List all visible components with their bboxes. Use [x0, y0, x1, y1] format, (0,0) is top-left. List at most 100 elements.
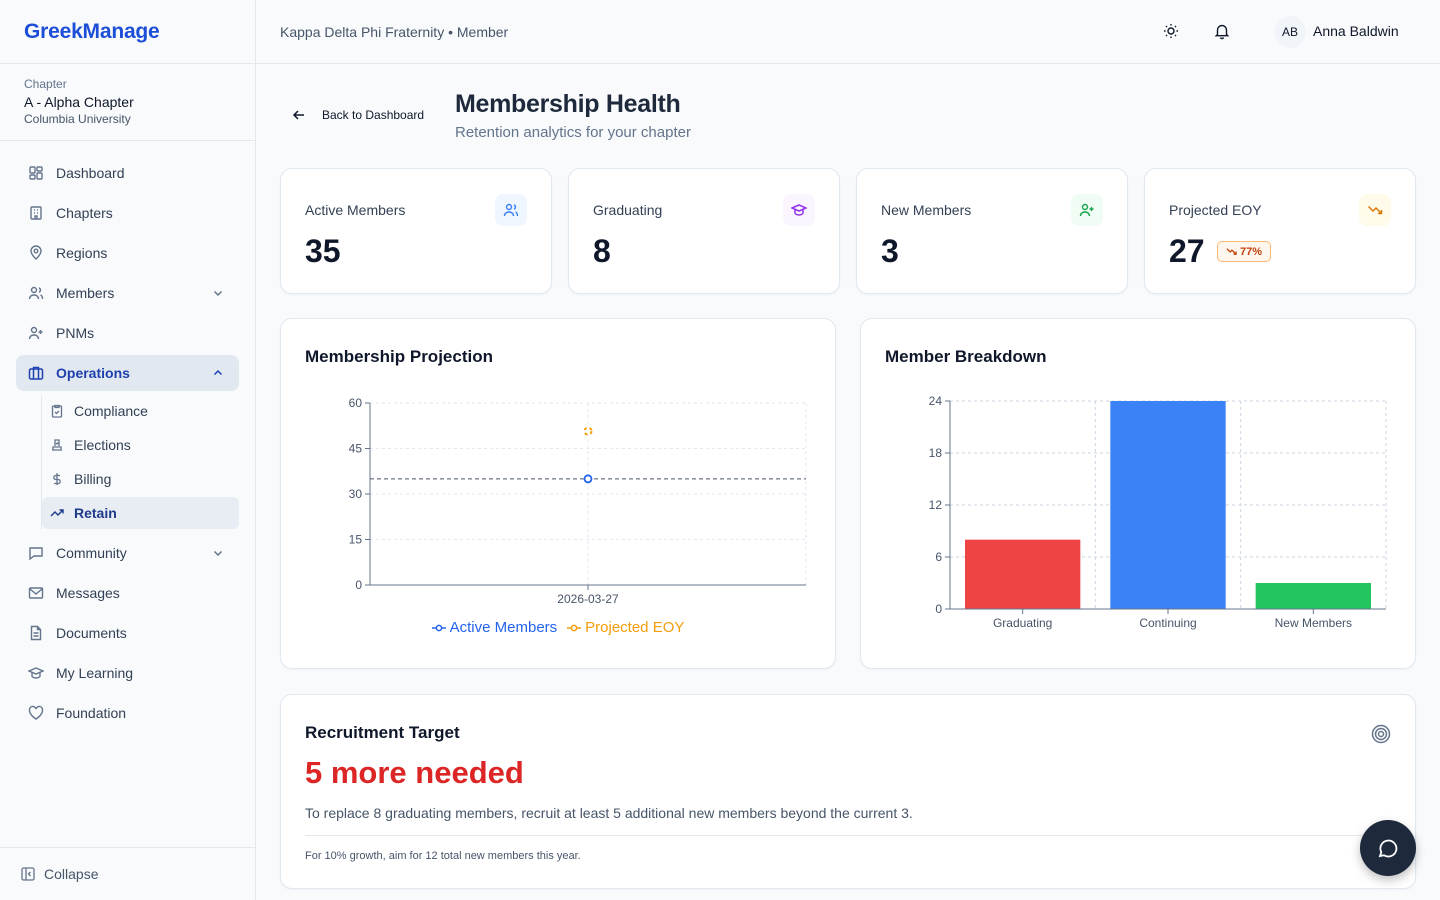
- y-tick-label: 12: [929, 498, 943, 512]
- chapter-university: Columbia University: [24, 112, 131, 126]
- users-icon: [495, 194, 527, 226]
- x-tick-label: Graduating: [993, 616, 1052, 630]
- sidebar-nav: Dashboard Chapters Regions Members PNMs …: [0, 141, 255, 731]
- graduation-cap-icon: [28, 665, 44, 681]
- sidebar-subitem-retain[interactable]: Retain: [42, 497, 239, 529]
- trending-up-icon: [50, 506, 64, 520]
- bar-continuing: [1110, 401, 1226, 609]
- y-tick-label: 0: [355, 578, 362, 592]
- brand-name[interactable]: GreekManage: [24, 19, 160, 43]
- y-tick-label: 15: [349, 533, 363, 547]
- ballot-icon: [50, 438, 64, 452]
- sidebar-item-foundation[interactable]: Foundation: [16, 695, 239, 731]
- y-tick-label: 6: [935, 550, 942, 564]
- main-content: Back to Dashboard Membership Health Rete…: [256, 64, 1440, 900]
- sidebar-item-dashboard[interactable]: Dashboard: [16, 155, 239, 191]
- sidebar-item-chapters[interactable]: Chapters: [16, 195, 239, 231]
- stat-value: 3: [881, 233, 899, 269]
- series-point-projected-eoy: [583, 426, 593, 436]
- sidebar-item-community[interactable]: Community: [16, 535, 239, 571]
- card-title: Member Breakdown: [885, 347, 1047, 366]
- user-name[interactable]: Anna Baldwin: [1313, 23, 1399, 39]
- stat-card-graduating: Graduating 8: [568, 168, 840, 294]
- retention-badge-value: 77%: [1240, 245, 1263, 258]
- building-icon: [28, 205, 44, 221]
- sidebar-item-label: Messages: [56, 585, 120, 601]
- chat-button[interactable]: [1360, 820, 1416, 876]
- heart-icon: [28, 705, 44, 721]
- users-icon: [28, 285, 44, 301]
- stat-label: Projected EOY: [1169, 202, 1262, 218]
- sidebar-item-label: Documents: [56, 625, 127, 641]
- user-plus-icon: [28, 325, 44, 341]
- dollar-icon: [50, 472, 64, 486]
- sidebar-item-documents[interactable]: Documents: [16, 615, 239, 651]
- file-icon: [28, 625, 44, 641]
- chapter-caption: Chapter: [24, 77, 67, 91]
- y-tick-label: 0: [935, 602, 942, 616]
- user-plus-icon: [1071, 194, 1103, 226]
- sidebar-subitem-compliance[interactable]: Compliance: [42, 395, 239, 427]
- stat-label: Active Members: [305, 202, 406, 218]
- sidebar-item-pnms[interactable]: PNMs: [16, 315, 239, 351]
- chevron-up-icon[interactable]: [211, 366, 225, 380]
- breakdown-chart: 0 6 12 18 24 Graduating Continuing New Members: [929, 394, 1387, 630]
- legend-item-projected-eoy[interactable]: Projected EOY: [567, 619, 684, 636]
- sidebar-item-label: Foundation: [56, 705, 127, 721]
- card-title: Recruitment Target: [305, 723, 460, 742]
- stat-value: 35: [305, 233, 341, 269]
- sidebar-item-regions[interactable]: Regions: [16, 235, 239, 271]
- legend-item-active-members[interactable]: Active Members: [431, 619, 558, 636]
- x-tick-label: 2026-03-27: [557, 592, 619, 606]
- recruitment-target-card: Recruitment Target 5 more needed To repl…: [280, 694, 1416, 889]
- sidebar-item-label: Dashboard: [56, 165, 125, 181]
- sidebar: GreekManage Chapter A - Alpha Chapter Co…: [0, 0, 256, 900]
- chevron-down-icon[interactable]: [211, 286, 225, 300]
- legend-label: Active Members: [449, 619, 558, 636]
- divider: [305, 835, 1391, 836]
- legend-line-icon: [431, 624, 446, 631]
- y-tick-label: 30: [349, 487, 363, 501]
- chapter-name: A - Alpha Chapter: [24, 94, 134, 110]
- stat-label: Graduating: [593, 202, 663, 218]
- stat-card-projected-eoy: Projected EOY 27 77%: [1144, 168, 1416, 294]
- collapse-label: Collapse: [44, 866, 99, 882]
- avatar[interactable]: AB: [1274, 16, 1306, 48]
- y-tick-label: 45: [349, 442, 363, 456]
- recruitment-footnote: For 10% growth, aim for 12 total new mem…: [305, 850, 581, 862]
- message-square-icon: [28, 545, 44, 561]
- chat-bubble-icon: [1378, 839, 1398, 858]
- back-to-dashboard-link[interactable]: Back to Dashboard: [292, 108, 424, 122]
- clipboard-check-icon: [50, 404, 64, 418]
- sidebar-item-my-learning[interactable]: My Learning: [16, 655, 239, 691]
- sidebar-subitem-elections[interactable]: Elections: [42, 429, 239, 461]
- back-label: Back to Dashboard: [322, 108, 425, 122]
- sun-icon[interactable]: [1162, 22, 1180, 40]
- x-tick-label: Continuing: [1139, 616, 1196, 630]
- mail-icon: [28, 585, 44, 601]
- operations-submenu: Compliance Elections Billing Retain: [41, 395, 239, 529]
- sidebar-item-messages[interactable]: Messages: [16, 575, 239, 611]
- arrow-left-icon: [292, 108, 306, 122]
- sidebar-item-label: PNMs: [56, 325, 95, 341]
- series-point-active-members: [583, 474, 593, 484]
- chevron-down-icon[interactable]: [211, 546, 225, 560]
- sidebar-item-members[interactable]: Members: [16, 275, 239, 311]
- bell-icon[interactable]: [1213, 22, 1231, 40]
- sidebar-item-operations[interactable]: Operations: [16, 355, 239, 391]
- card-title: Membership Projection: [305, 347, 493, 366]
- sidebar-item-label: Community: [56, 545, 127, 561]
- y-tick-label: 60: [349, 396, 363, 410]
- brand[interactable]: GreekManage: [0, 0, 255, 64]
- stat-label: New Members: [881, 202, 972, 218]
- membership-projection-card: Membership Projection 0 15 30 45 60 2026-03-2…: [280, 318, 836, 669]
- sidebar-subitem-billing[interactable]: Billing: [42, 463, 239, 495]
- chapter-selector[interactable]: Chapter A - Alpha Chapter Columbia Unive…: [0, 64, 255, 141]
- collapse-button[interactable]: Collapse: [0, 847, 255, 900]
- sidebar-subitem-label: Retain: [74, 505, 117, 521]
- sidebar-subitem-label: Elections: [74, 437, 131, 453]
- dashboard-icon: [28, 165, 44, 181]
- sidebar-item-label: Operations: [56, 365, 130, 381]
- stat-card-new-members: New Members 3: [856, 168, 1128, 294]
- panel-collapse-icon: [20, 866, 36, 882]
